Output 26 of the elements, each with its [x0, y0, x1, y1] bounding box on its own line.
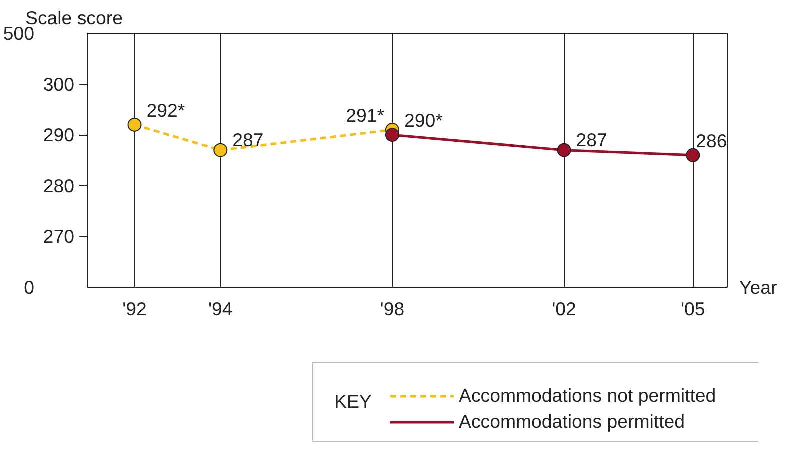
x-axis-title: Year — [740, 277, 778, 298]
y-tick-label: 270 — [43, 226, 75, 248]
point — [128, 118, 142, 132]
point — [557, 143, 572, 158]
point — [214, 143, 228, 158]
data-label: 286 — [696, 130, 728, 152]
x-tick-label: '94 — [208, 298, 233, 320]
point — [385, 128, 400, 142]
x-tick-label: '05 — [680, 298, 706, 320]
text: 0 — [24, 277, 35, 298]
data-label: 287 — [576, 129, 608, 150]
x-tick-label: '02 — [552, 298, 576, 320]
y-tick-label: 280 — [43, 175, 75, 196]
point — [686, 148, 700, 162]
legend-title: KEY — [334, 391, 372, 412]
x-tick-label: '98 — [380, 298, 405, 320]
legend-label: Accommodations not permitted — [459, 385, 716, 407]
y-tick-label: 300 — [43, 74, 75, 95]
data-label: 291* — [346, 105, 384, 126]
data-label: 292* — [146, 100, 186, 121]
y-axis-title: Scale score — [26, 8, 123, 28]
data-label: 290* — [404, 110, 443, 132]
x-tick-label: '92 — [122, 298, 147, 320]
legend-label: Accommodations permitted — [459, 411, 686, 433]
data-label: 287 — [232, 129, 264, 150]
y-tick-label: 290 — [43, 124, 75, 146]
